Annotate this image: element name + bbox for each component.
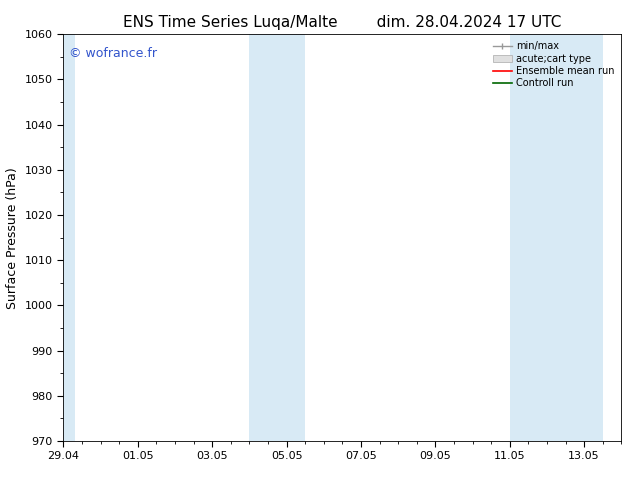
Text: © wofrance.fr: © wofrance.fr [69,47,157,59]
Legend: min/max, acute;cart type, Ensemble mean run, Controll run: min/max, acute;cart type, Ensemble mean … [491,39,616,90]
Title: ENS Time Series Luqa/Malte        dim. 28.04.2024 17 UTC: ENS Time Series Luqa/Malte dim. 28.04.20… [123,15,562,30]
Bar [63,34,75,441]
Y-axis label: Surface Pressure (hPa): Surface Pressure (hPa) [6,167,19,309]
Bar [249,34,305,441]
Bar [510,34,603,441]
